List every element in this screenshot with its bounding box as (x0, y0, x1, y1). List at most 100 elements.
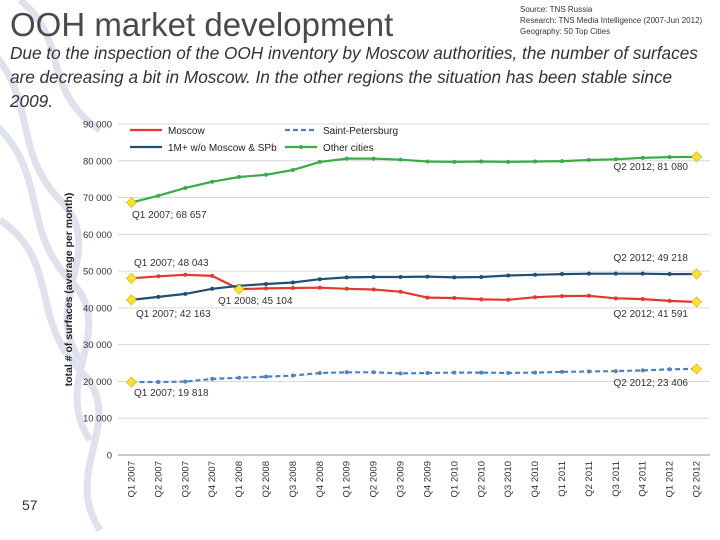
data-point (667, 155, 672, 160)
x-tick-label: Q3 2009 (396, 461, 407, 497)
series-line (131, 367, 697, 384)
data-point (425, 159, 430, 164)
x-tick-label: Q3 2010 (503, 461, 514, 497)
data-point (210, 286, 215, 291)
data-point (264, 286, 268, 291)
data-point (317, 370, 322, 375)
y-tick-label: 80 000 (83, 156, 112, 167)
data-point (425, 274, 430, 279)
y-tick-label: 30 000 (83, 340, 112, 351)
data-point (156, 294, 161, 299)
data-point (344, 370, 349, 375)
page-subtitle: Due to the inspection of the OOH invento… (10, 43, 698, 111)
data-point (560, 272, 564, 277)
data-point (560, 369, 564, 374)
data-point (613, 157, 618, 162)
x-tick-label: Q2 2009 (369, 461, 380, 497)
y-tick-label: 20 000 (83, 377, 112, 388)
data-point (506, 273, 511, 278)
x-tick-label: Q4 2011 (638, 461, 649, 497)
x-tick-label: Q4 2008 (315, 461, 326, 497)
data-point (533, 272, 538, 277)
data-point (452, 295, 457, 300)
x-tick-label: Q3 2007 (180, 461, 191, 497)
y-tick-label: 70 000 (83, 193, 112, 204)
data-point (210, 273, 215, 278)
data-point (317, 285, 322, 290)
data-point (156, 193, 161, 198)
data-point (452, 275, 457, 280)
x-tick-label: Q1 2009 (342, 461, 353, 497)
data-point (586, 293, 591, 298)
highlight-marker (691, 363, 702, 375)
data-point (533, 370, 538, 375)
series-line (131, 273, 697, 304)
highlight-marker (126, 294, 137, 306)
data-point (586, 271, 591, 276)
x-tick-label: Q2 2007 (153, 461, 164, 497)
data-point (479, 297, 484, 302)
legend-label: 1M+ w/o Moscow & SPb (168, 143, 277, 154)
data-point (183, 291, 188, 296)
data-point (210, 376, 215, 381)
data-annotation: Q1 2007; 42 163 (136, 309, 211, 320)
data-point (290, 167, 295, 172)
data-annotation: Q1 2007; 19 818 (134, 388, 209, 399)
data-point (613, 296, 618, 301)
data-point (317, 277, 322, 282)
legend-marker (299, 145, 303, 149)
y-axis-label: total # of surfaces (average per month) (63, 193, 75, 387)
data-point (398, 289, 403, 294)
x-tick-label: Q4 2007 (207, 461, 218, 497)
data-point (317, 159, 322, 164)
data-point (533, 159, 538, 164)
data-point (156, 274, 161, 279)
data-point (371, 370, 376, 375)
data-point (398, 274, 403, 279)
highlight-marker (233, 283, 245, 295)
data-point (290, 280, 295, 285)
data-point (237, 375, 242, 380)
x-tick-label: Q1 2010 (449, 461, 460, 497)
data-point (425, 370, 430, 375)
data-annotation: Q2 2012; 49 218 (613, 253, 688, 264)
data-point (264, 281, 268, 286)
data-point (479, 274, 484, 279)
x-tick-label: Q2 2008 (261, 461, 272, 497)
data-point (156, 379, 161, 384)
x-tick-label: Q1 2011 (557, 461, 568, 497)
data-point (344, 286, 349, 291)
y-tick-label: 10 000 (83, 414, 112, 425)
data-point (237, 174, 242, 179)
legend-label: Saint-Petersburg (323, 126, 398, 137)
data-point (183, 272, 188, 277)
x-tick-label: Q1 2012 (665, 461, 676, 497)
x-tick-label: Q1 2007 (126, 461, 137, 497)
data-point (506, 297, 511, 302)
data-point (640, 271, 645, 276)
data-point (183, 185, 188, 190)
data-annotation: Q1 2007; 68 657 (132, 210, 207, 221)
x-tick-label: Q3 2008 (288, 461, 299, 497)
data-point (479, 370, 484, 375)
x-tick-label: Q2 2011 (584, 461, 595, 497)
data-point (506, 159, 511, 164)
highlight-marker (126, 376, 137, 388)
data-point (479, 159, 484, 164)
series-line (131, 155, 697, 204)
y-tick-label: 60 000 (83, 230, 112, 241)
data-annotation: Q1 2008; 45 104 (218, 296, 293, 307)
x-tick-label: Q2 2012 (692, 461, 703, 497)
data-point (371, 274, 376, 279)
data-point (640, 297, 645, 302)
data-annotation: Q1 2007; 48 043 (134, 258, 209, 269)
data-point (371, 156, 376, 161)
x-tick-label: Q1 2008 (234, 461, 245, 497)
page-number: 57 (22, 497, 38, 513)
highlight-marker (691, 268, 702, 280)
data-point (667, 298, 672, 303)
data-point (560, 294, 564, 299)
source-line: Geography: 50 Top Cities (520, 27, 611, 36)
data-point (667, 367, 672, 372)
